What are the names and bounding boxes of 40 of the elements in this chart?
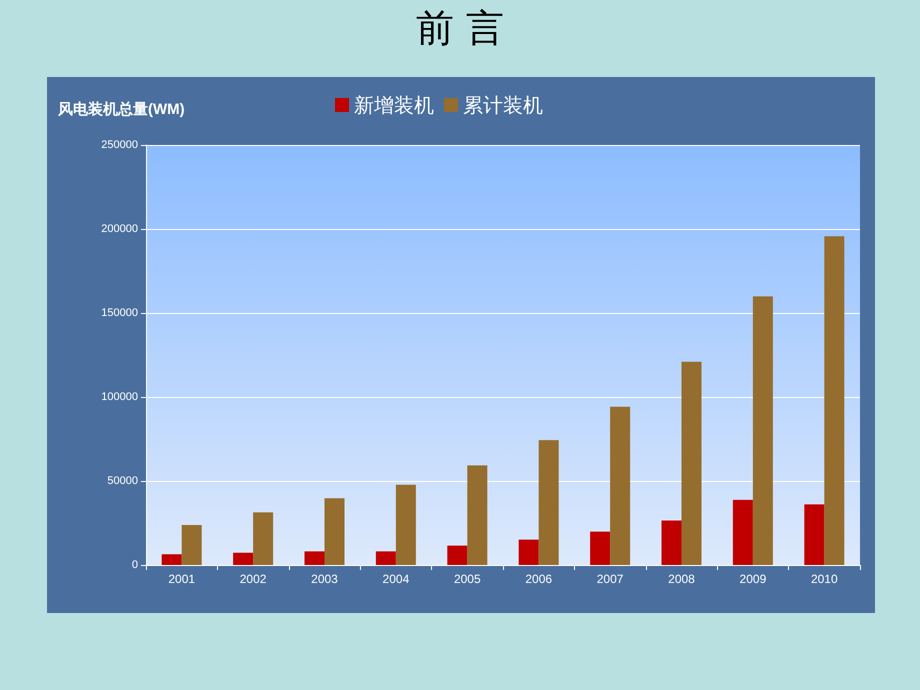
bar	[324, 498, 344, 565]
legend-label: 累计装机	[463, 93, 543, 117]
y-tick-label: 0	[132, 559, 138, 571]
bar	[233, 552, 254, 565]
y-tick-label: 50000	[107, 475, 138, 487]
bar	[662, 520, 682, 565]
y-tick-label: 150000	[101, 307, 138, 319]
bar	[824, 236, 844, 565]
bar	[376, 551, 396, 565]
y-tick-label: 100000	[101, 391, 138, 403]
bar	[732, 500, 753, 565]
x-tick-label: 2001	[168, 572, 196, 586]
bar	[396, 484, 416, 565]
bar	[447, 546, 468, 565]
chart-title: 前 言	[416, 6, 504, 50]
x-tick-label: 2008	[668, 572, 696, 586]
bar	[162, 554, 182, 565]
x-tick-label: 2007	[596, 572, 624, 586]
bar	[804, 504, 824, 565]
x-tick-label: 2003	[311, 572, 338, 586]
bar	[752, 296, 773, 565]
x-tick-label: 2002	[240, 572, 267, 586]
x-tick-label: 2006	[525, 572, 552, 586]
y-tick-label: 200000	[101, 223, 138, 235]
bar	[518, 540, 539, 565]
x-tick-label: 2010	[810, 572, 838, 586]
legend-label: 新增装机	[354, 93, 434, 117]
bar	[538, 440, 559, 565]
bar	[590, 532, 610, 565]
x-tick-label: 2004	[382, 572, 410, 586]
bar	[467, 465, 488, 565]
bar	[253, 512, 274, 565]
bar	[304, 551, 324, 565]
bar	[682, 362, 702, 565]
bar	[610, 406, 630, 565]
x-tick-label: 2005	[454, 572, 481, 586]
y-tick-label: 250000	[101, 139, 138, 151]
y-axis-title: 风电装机总量(WM)	[57, 101, 185, 118]
bar	[182, 525, 202, 565]
x-tick-label: 2009	[740, 572, 767, 586]
